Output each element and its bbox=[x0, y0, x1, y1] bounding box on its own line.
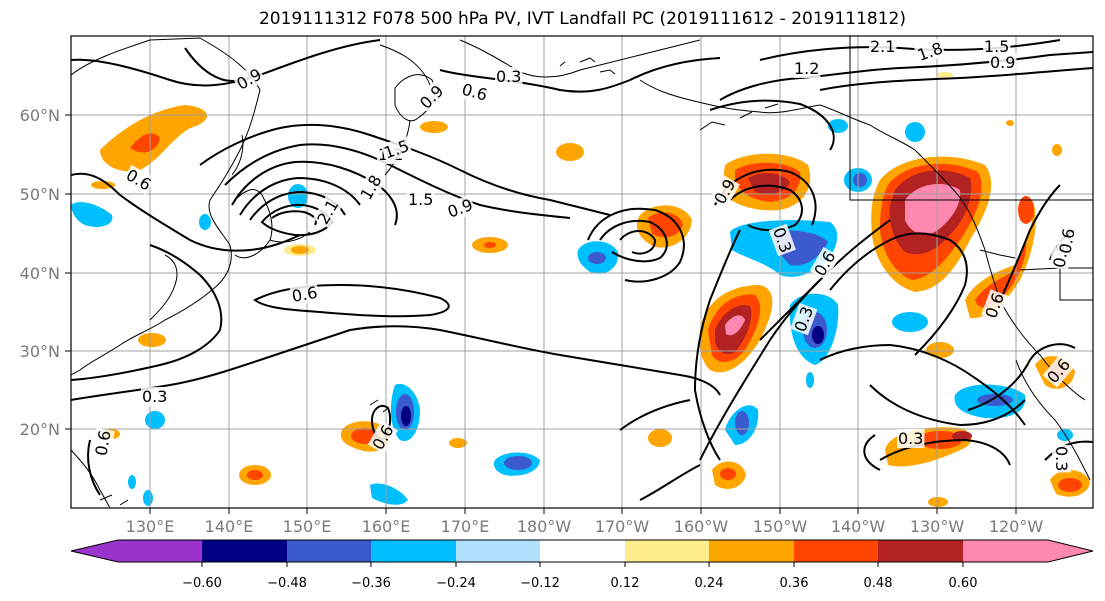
contour-label: 0.6 bbox=[91, 429, 114, 457]
colorbar-tick-label: −0.12 bbox=[520, 576, 560, 591]
contour-label-halo bbox=[141, 387, 169, 406]
colorbar-tick-label: 0.12 bbox=[611, 576, 640, 591]
contour-label-halo bbox=[495, 67, 523, 86]
lon-label: 130°W bbox=[910, 517, 965, 536]
lon-label: 130°E bbox=[126, 517, 175, 536]
colorbar-swatch bbox=[202, 540, 287, 562]
contour-label: 0.9 bbox=[416, 81, 447, 112]
contour-label-halo bbox=[312, 195, 343, 229]
coastlines bbox=[71, 36, 1093, 508]
colorbar-outline bbox=[70, 539, 1094, 563]
colorbar-swatch bbox=[794, 540, 878, 562]
lat-label: 50°N bbox=[20, 185, 60, 204]
colorbar-swatch bbox=[963, 540, 1048, 562]
colorbar-extend-low bbox=[71, 540, 118, 562]
colorbar-swatch bbox=[540, 540, 625, 562]
colorbar-swatch bbox=[456, 540, 540, 562]
lon-label: 180°W bbox=[517, 517, 572, 536]
contour-label-halo bbox=[1042, 354, 1075, 388]
colorbar-tick-label: 0.60 bbox=[949, 576, 978, 591]
contour-label: 2.1 bbox=[870, 37, 895, 56]
contour-label-halo bbox=[989, 53, 1017, 72]
lon-label: 160°E bbox=[362, 517, 411, 536]
contour-label-halo bbox=[367, 420, 399, 455]
contour-label: 0.3 bbox=[898, 429, 923, 448]
lat-label: 40°N bbox=[20, 264, 60, 283]
longitude-labels: 130°E 140°E 150°E 160°E 170°E 180°W 170°… bbox=[126, 517, 1044, 536]
contour-label: 1.5 bbox=[984, 37, 1009, 56]
colorbar-tick-label: −0.36 bbox=[351, 576, 391, 591]
map-title: 2019111312 F078 500 hPa PV, IVT Landfall… bbox=[258, 9, 906, 29]
colorbar-tick-label: −0.60 bbox=[182, 576, 222, 591]
contour-label-halo bbox=[380, 135, 413, 163]
contour-label-halo bbox=[355, 170, 387, 205]
lon-label: 140°W bbox=[831, 517, 886, 536]
lon-label: 120°W bbox=[989, 517, 1044, 536]
lat-label: 60°N bbox=[20, 106, 60, 125]
contour-label: 0.6 bbox=[1055, 227, 1078, 255]
lon-label: 170°W bbox=[595, 517, 650, 536]
contour-label-halo bbox=[232, 63, 266, 95]
colorbar-tick-label: 0.48 bbox=[864, 576, 893, 591]
lon-label: 150°W bbox=[753, 517, 808, 536]
colorbar-swatch bbox=[625, 540, 709, 562]
contour-label-halo bbox=[983, 37, 1011, 56]
contour-label-halo bbox=[289, 282, 320, 307]
contour-label-halo bbox=[869, 37, 897, 56]
pv-contours bbox=[71, 39, 1093, 501]
colorbar-swatch bbox=[878, 540, 963, 562]
contour-label-halo bbox=[768, 223, 796, 257]
latitude-labels: 60°N 50°N 40°N 30°N 20°N bbox=[20, 106, 60, 439]
colorbar bbox=[70, 539, 1094, 567]
colorbar-labels: −0.60 −0.48 −0.36 −0.24 −0.12 0.12 0.24 … bbox=[182, 576, 977, 591]
colorbar-swatch bbox=[371, 540, 456, 562]
lon-label: 160°W bbox=[674, 517, 729, 536]
colorbar-tick-label: −0.48 bbox=[267, 576, 307, 591]
contour-label-halo bbox=[793, 59, 821, 78]
contour-label: 2.1 bbox=[313, 196, 342, 228]
contour-label: 1.5 bbox=[408, 190, 433, 209]
colorbar-swatch bbox=[709, 540, 794, 562]
lat-label: 20°N bbox=[20, 420, 60, 439]
contour-label-halo bbox=[897, 429, 925, 448]
contour-label-halo bbox=[709, 174, 740, 209]
contour-label: 0.3 bbox=[1052, 446, 1071, 471]
contour-label: 1.2 bbox=[794, 59, 819, 78]
contour-label: 0.9 bbox=[990, 53, 1015, 72]
contour-label: 0.3 bbox=[496, 67, 521, 86]
contour-label-halo bbox=[407, 190, 435, 209]
contour-label-halo bbox=[415, 80, 449, 114]
colorbar-tick-label: 0.24 bbox=[695, 576, 724, 591]
contour-label-halo bbox=[913, 38, 947, 66]
contour-label-halo bbox=[790, 302, 818, 336]
contour-label: 0.6 bbox=[460, 80, 490, 105]
colorbar-swatch bbox=[118, 540, 202, 562]
colorbar-tick-label: 0.36 bbox=[780, 576, 809, 591]
contour-label-halo bbox=[122, 164, 156, 195]
lon-label: 140°E bbox=[205, 517, 254, 536]
contour-label-halo bbox=[444, 194, 477, 222]
contour-label-halo bbox=[1052, 445, 1071, 473]
colorbar-extend-high bbox=[1048, 540, 1093, 562]
lon-label: 170°E bbox=[441, 517, 490, 536]
contour-label-halo bbox=[809, 246, 840, 281]
map-frame bbox=[70, 35, 1094, 509]
contour-label-halo bbox=[1055, 225, 1079, 257]
lon-label: 150°E bbox=[283, 517, 332, 536]
contour-label: 0.3 bbox=[142, 387, 167, 406]
contour-label: 0.6 bbox=[290, 283, 318, 306]
contour-label-halo bbox=[91, 427, 115, 459]
lat-label: 30°N bbox=[20, 342, 60, 361]
contour-label-halo bbox=[981, 289, 1009, 322]
colorbar-tick-label: −0.24 bbox=[436, 576, 476, 591]
contour-label-halo bbox=[458, 79, 491, 105]
colorbar-swatch bbox=[287, 540, 371, 562]
